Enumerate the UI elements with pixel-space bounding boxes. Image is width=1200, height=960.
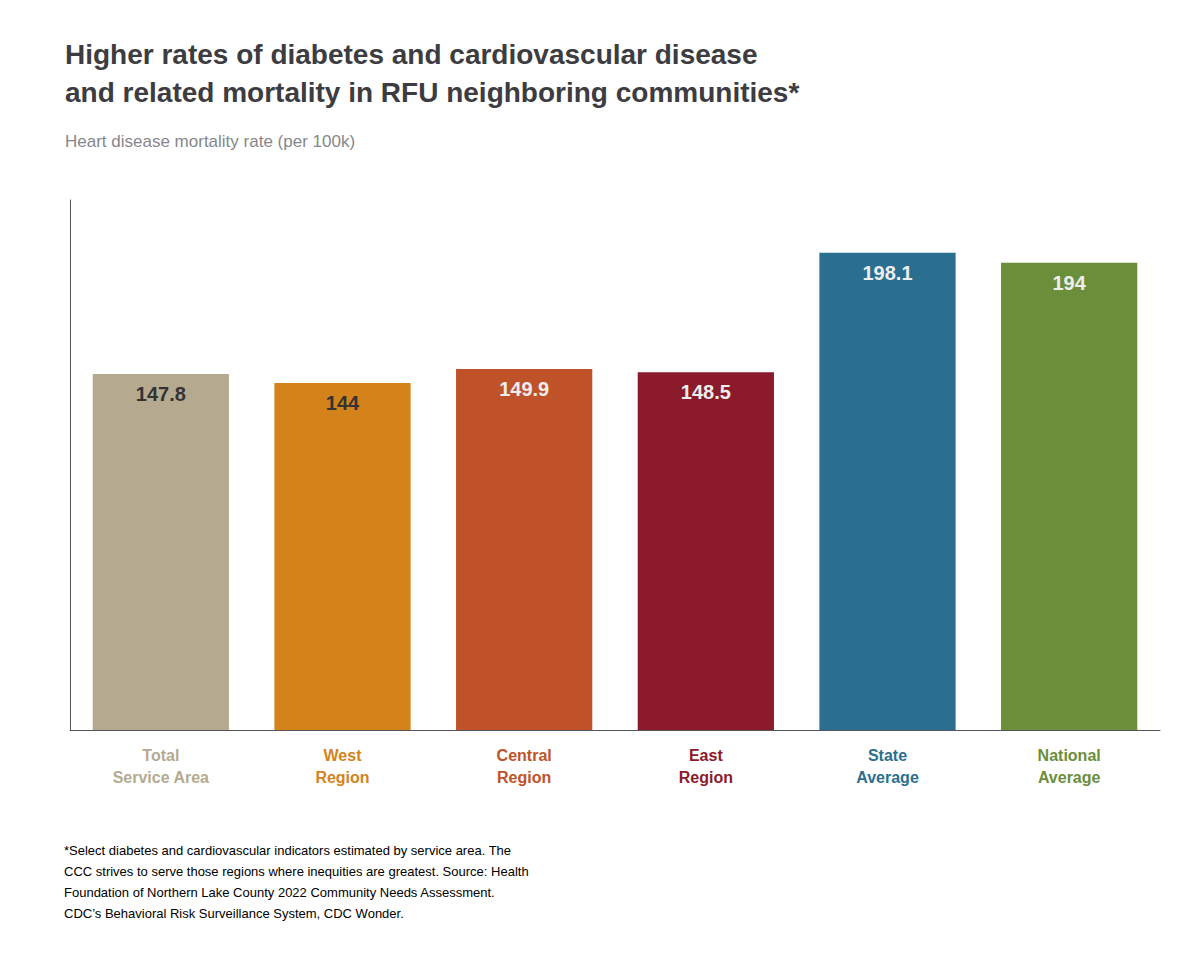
svg-text:Higher rates of diabetes and c: Higher rates of diabetes and cardiovascu… — [65, 39, 758, 70]
svg-text:and related mortality in RFU n: and related mortality in RFU neighboring… — [65, 77, 799, 108]
svg-text:198.1: 198.1 — [862, 262, 912, 284]
svg-text:CCC strives to serve those reg: CCC strives to serve those regions where… — [64, 864, 529, 879]
svg-text:National: National — [1038, 747, 1101, 764]
svg-text:Region: Region — [497, 769, 551, 786]
svg-text:Central: Central — [497, 747, 552, 764]
svg-text:CDC’s Behavioral Risk Surveill: CDC’s Behavioral Risk Surveillance Syste… — [64, 906, 404, 921]
svg-text:147.8: 147.8 — [136, 383, 186, 405]
svg-text:State: State — [868, 747, 907, 764]
svg-text:144: 144 — [326, 392, 360, 414]
svg-text:*Select diabetes and cardiovas: *Select diabetes and cardiovascular indi… — [64, 843, 511, 858]
svg-text:Region: Region — [679, 769, 733, 786]
svg-text:Heart disease mortality rate (: Heart disease mortality rate (per 100k) — [65, 132, 355, 151]
svg-text:194: 194 — [1052, 272, 1086, 294]
svg-text:Average: Average — [1038, 769, 1101, 786]
svg-text:Region: Region — [315, 769, 369, 786]
svg-text:Total: Total — [142, 747, 179, 764]
svg-text:149.9: 149.9 — [499, 378, 549, 400]
svg-text:Foundation of Northern Lake Co: Foundation of Northern Lake County 2022 … — [64, 885, 495, 900]
svg-text:East: East — [689, 747, 723, 764]
svg-text:Service Area: Service Area — [113, 769, 209, 786]
svg-text:148.5: 148.5 — [681, 381, 731, 403]
svg-text:Average: Average — [856, 769, 919, 786]
svg-text:West: West — [324, 747, 363, 764]
